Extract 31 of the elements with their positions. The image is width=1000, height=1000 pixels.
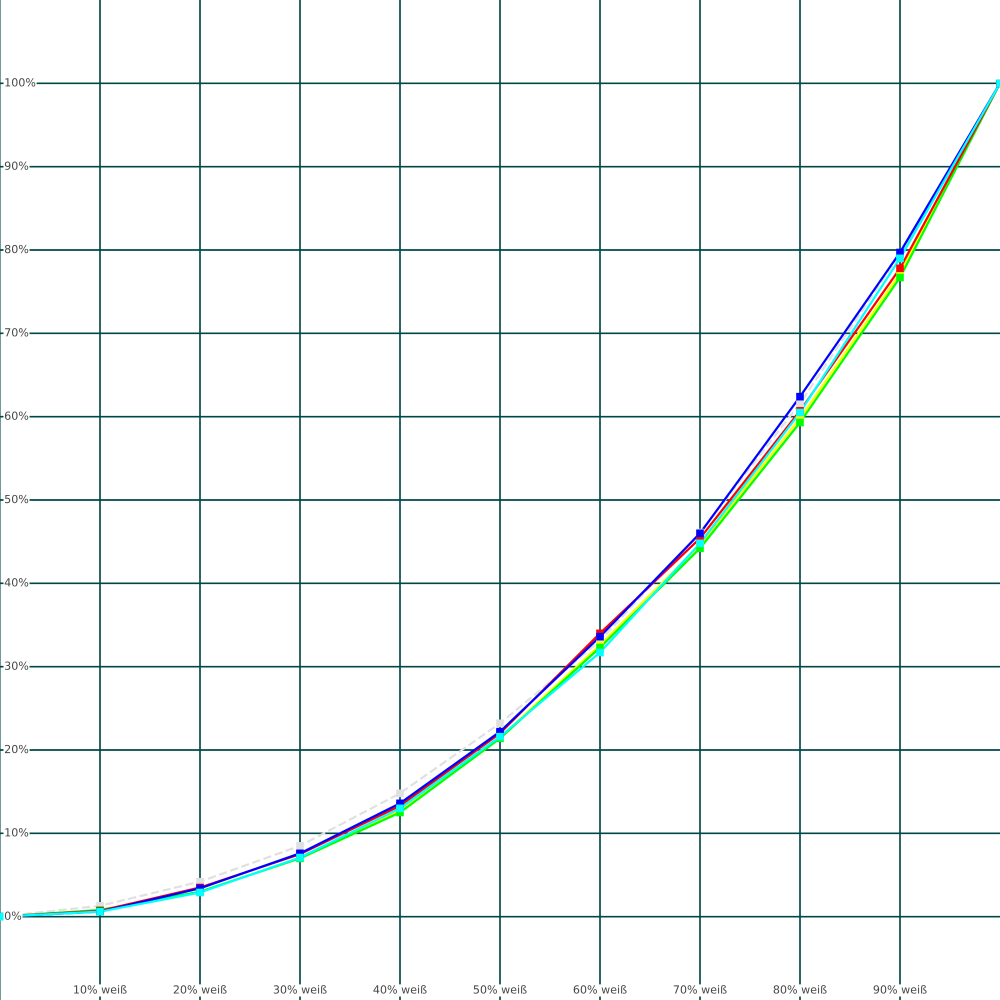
point [896, 254, 904, 262]
point [596, 632, 604, 640]
y-tick-label: 80% [4, 244, 28, 254]
y-tick-label: 100% [5, 78, 36, 87]
point [596, 648, 604, 656]
y-tick-label: 20% [4, 744, 28, 754]
x-tick-label: 40% weiß [373, 985, 427, 994]
point [396, 804, 404, 812]
y-tick-label: 50% [5, 494, 28, 504]
point [296, 842, 304, 850]
y-tick-label: 0% [4, 911, 22, 920]
x-tick-label: 80% weiß [774, 985, 827, 994]
x-tick-label: 70% weiß [674, 985, 727, 994]
point [896, 264, 904, 272]
y-tick-label: 60% [4, 411, 28, 420]
y-tick-label: 10% [5, 828, 28, 837]
x-tick-label: 90% weiß [874, 985, 927, 994]
point [396, 790, 404, 798]
x-tick-label: 60% weiß [574, 985, 627, 994]
x-tick-label: 30% weiß [274, 985, 327, 994]
x-tick-label: 20% weiß [174, 985, 227, 994]
y-tick-label: 30% [5, 661, 28, 670]
y-tick-label: 90% [4, 161, 28, 170]
y-tick-label: 70% [5, 328, 28, 337]
point [496, 720, 504, 728]
x-tick-label: 10% weiß [74, 985, 127, 994]
y-tick-label: 40% [4, 578, 28, 587]
point [796, 418, 804, 426]
point [896, 274, 904, 282]
x-tick-label: 50% weiß [474, 985, 527, 994]
point [796, 392, 804, 400]
